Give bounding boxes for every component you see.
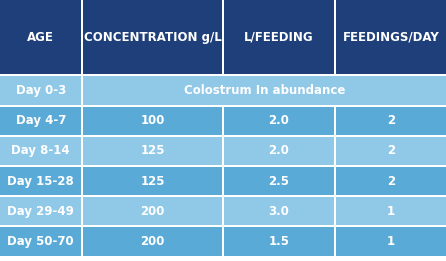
Text: 2: 2 [387,144,395,157]
Text: 125: 125 [140,175,165,188]
Text: 3.0: 3.0 [268,205,289,218]
Bar [83,167,222,195]
Bar [224,167,334,195]
Text: 2.5: 2.5 [268,175,289,188]
Bar [83,137,222,165]
Text: CONCENTRATION g/L: CONCENTRATION g/L [84,31,222,44]
Bar [336,0,446,74]
Bar [83,197,222,225]
Text: Colostrum In abundance: Colostrum In abundance [184,84,345,97]
Bar [0,0,82,74]
Text: Day 50-70: Day 50-70 [8,235,74,248]
Text: Day 4-7: Day 4-7 [16,114,66,127]
Text: 200: 200 [140,205,165,218]
Bar [0,167,82,195]
Text: Day 0-3: Day 0-3 [16,84,66,97]
Bar [83,76,446,105]
Text: Day 29-49: Day 29-49 [7,205,74,218]
Bar [224,137,334,165]
Bar [336,167,446,195]
Text: FEEDINGS/DAY: FEEDINGS/DAY [343,31,439,44]
Text: 125: 125 [140,144,165,157]
Bar [0,76,82,105]
Bar [83,227,222,256]
Bar [0,106,82,135]
Text: Day 15-28: Day 15-28 [7,175,74,188]
Bar [336,137,446,165]
Text: 2.0: 2.0 [268,114,289,127]
Text: *Use this feeding schedule as a guideline: *Use this feeding schedule as a guidelin… [3,260,244,261]
Text: 100: 100 [140,114,165,127]
Bar [224,106,334,135]
Text: 200: 200 [140,235,165,248]
Text: Day 8-14: Day 8-14 [12,144,70,157]
Text: 2: 2 [387,175,395,188]
Bar [0,197,82,225]
Text: 1: 1 [387,205,395,218]
Text: 2: 2 [387,114,395,127]
Bar [83,0,222,74]
Text: 1.5: 1.5 [268,235,289,248]
Bar [0,227,82,256]
Text: AGE: AGE [27,31,54,44]
Text: 1: 1 [387,235,395,248]
Bar [224,197,334,225]
Text: L/FEEDING: L/FEEDING [244,31,314,44]
Bar [224,0,334,74]
Bar [83,106,222,135]
Bar [336,227,446,256]
Bar [336,197,446,225]
Text: 2.0: 2.0 [268,144,289,157]
Bar [224,227,334,256]
Bar [336,106,446,135]
Bar [0,137,82,165]
